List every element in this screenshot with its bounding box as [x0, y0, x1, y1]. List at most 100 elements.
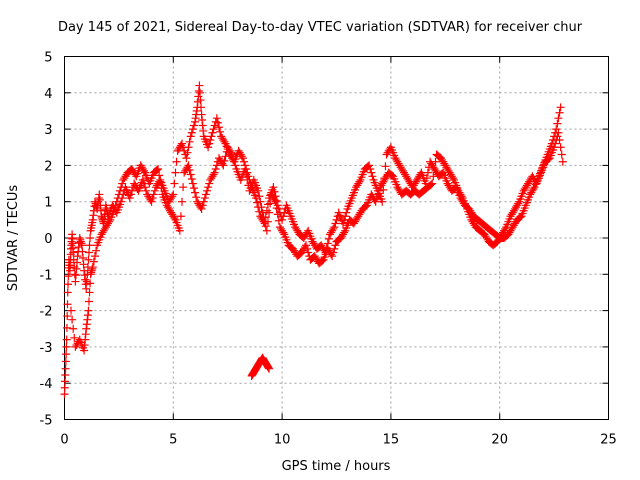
data-point [197, 204, 206, 213]
data-point [558, 157, 567, 166]
data-point-interp [206, 135, 215, 144]
y-tick-label: 3 [44, 123, 52, 138]
data-point-interp [340, 228, 349, 237]
data-point-interp [69, 324, 78, 333]
data-point-interp [142, 186, 151, 195]
data-point [371, 197, 380, 206]
data-point-interp [331, 219, 340, 228]
data-point-interp [274, 216, 283, 225]
data-point-interp [70, 333, 79, 342]
data-point-interp [90, 252, 99, 261]
data-point-interp [68, 315, 77, 324]
data-point-interp [189, 184, 198, 193]
data-point-interp [86, 234, 95, 242]
data-point [62, 335, 71, 344]
data-point-interp [431, 157, 440, 166]
data-point [219, 161, 228, 170]
data-point-interp [189, 121, 198, 130]
data-point-interp [265, 208, 274, 217]
data-point-interp [280, 208, 289, 217]
data-point-interp [330, 244, 339, 253]
data-point [254, 186, 263, 195]
data-point [178, 139, 187, 148]
data-point-interp [555, 135, 564, 144]
data-point-interp [257, 203, 266, 212]
data-point-interp [273, 210, 282, 219]
x-tick-label: 0 [60, 433, 68, 448]
data-point-interp [555, 108, 564, 117]
data-point-interp [221, 152, 230, 161]
data-point [184, 161, 193, 170]
data-point-interp [214, 123, 223, 132]
data-point-interp [255, 192, 264, 201]
x-axis-label: GPS time / hours [282, 459, 391, 474]
data-point [61, 364, 70, 373]
data-point-interp [62, 323, 71, 332]
data-point [182, 154, 191, 163]
data-point-interp [184, 143, 193, 152]
data-point [228, 150, 237, 159]
data-point-interp [186, 170, 195, 179]
data-point [169, 190, 178, 199]
data-point [210, 168, 219, 177]
y-tick-label: -3 [40, 341, 53, 356]
data-point-interp [331, 241, 340, 250]
data-point [241, 165, 250, 174]
data-point-interp [172, 157, 181, 166]
data-point-interp [342, 208, 351, 217]
data-point-interp [368, 172, 377, 181]
y-tick-label: 0 [44, 232, 52, 247]
data-point-interp [213, 118, 222, 127]
data-point [67, 306, 76, 315]
data-point-interp [381, 162, 390, 171]
data-point-interp [188, 125, 197, 134]
data-point-interp [205, 139, 214, 148]
data-point-interp [62, 350, 71, 359]
data-point-interp [111, 201, 120, 210]
data-point-interp [429, 172, 438, 181]
data-point-interp [220, 156, 229, 165]
data-point-interp [205, 179, 214, 188]
data-point [269, 183, 278, 192]
data-point-interp [141, 183, 150, 192]
data-point [330, 223, 339, 232]
data-point-interp [242, 170, 251, 179]
data-point-interp [457, 192, 466, 201]
data-point-interp [554, 114, 563, 123]
data-point-interp [195, 88, 204, 97]
data-point-interp [231, 161, 240, 170]
data-point-interp [156, 177, 165, 186]
data-point-interp [422, 174, 431, 183]
data-point-interp [168, 192, 177, 201]
data-point-interp [157, 184, 166, 193]
data-point-interp [557, 150, 566, 159]
data-point [302, 241, 311, 250]
data-point-interp [85, 288, 94, 297]
data-point-interp [61, 357, 70, 366]
data-point-interp [448, 174, 457, 183]
data-point-interp [113, 194, 122, 203]
data-point-interp [329, 224, 338, 233]
data-point-interp [209, 170, 218, 179]
data-point-interp [199, 197, 208, 206]
axis-ticks [64, 56, 609, 420]
data-point [195, 81, 204, 90]
data-point-interp [423, 168, 432, 177]
data-point-interp [207, 132, 216, 141]
data-point [84, 255, 93, 264]
data-point [265, 364, 274, 373]
data-point-interp [139, 166, 148, 175]
data-point-interp [148, 194, 157, 203]
data-point-interp [374, 186, 383, 195]
x-tick-label: 25 [600, 433, 617, 448]
data-point-interp [244, 172, 253, 181]
data-point-interp [261, 222, 270, 231]
data-point [188, 179, 197, 188]
data-point [175, 226, 184, 235]
data-point-interp [373, 190, 382, 199]
data-point-interp [84, 297, 93, 306]
data-point-interp [367, 168, 376, 177]
data-point-interp [303, 244, 312, 253]
data-point-interp [181, 150, 190, 159]
